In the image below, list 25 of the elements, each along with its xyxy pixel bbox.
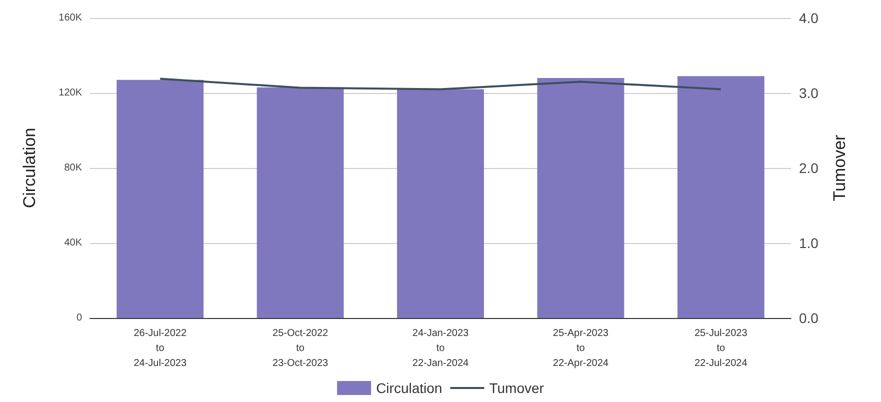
- bar: [256, 87, 344, 318]
- x-tick-label: 25-Oct-2022 to 23-Oct-2023: [272, 328, 329, 369]
- y2-tick-label: 2.0: [799, 160, 819, 176]
- x-tick-label: 24-Jan-2023 to 22-Jan-2024: [412, 328, 470, 369]
- legend-label: Tumover: [489, 380, 544, 396]
- bar: [397, 89, 484, 318]
- y2-tick-label: 0.0: [799, 310, 819, 326]
- bar: [677, 76, 764, 318]
- y-tick-label: 160K: [58, 12, 82, 24]
- x-tick-label: 25-Jul-2023 to 22-Jul-2024: [694, 328, 748, 369]
- bar: [116, 80, 204, 318]
- bar: [537, 78, 624, 318]
- y2-tick-label: 3.0: [799, 85, 819, 101]
- x-tick-label: 25-Apr-2023 to 22-Apr-2024: [552, 328, 609, 369]
- y-tick-label: 0: [76, 312, 82, 324]
- line-series: [159, 78, 722, 90]
- x-tick-label: 26-Jul-2022 to 24-Jul-2023: [134, 328, 187, 369]
- legend-label: Circulation: [376, 380, 442, 396]
- y-tick-label: 40K: [64, 238, 82, 248]
- y2-tick-label: 1.0: [799, 235, 819, 251]
- y-tick-label: 80K: [64, 162, 82, 174]
- y2-tick-label: 4.0: [799, 10, 819, 26]
- y2-axis-title: Tumover: [830, 134, 849, 202]
- y-axis-title: Circulation: [20, 128, 39, 208]
- y-tick-label: 120K: [58, 88, 82, 98]
